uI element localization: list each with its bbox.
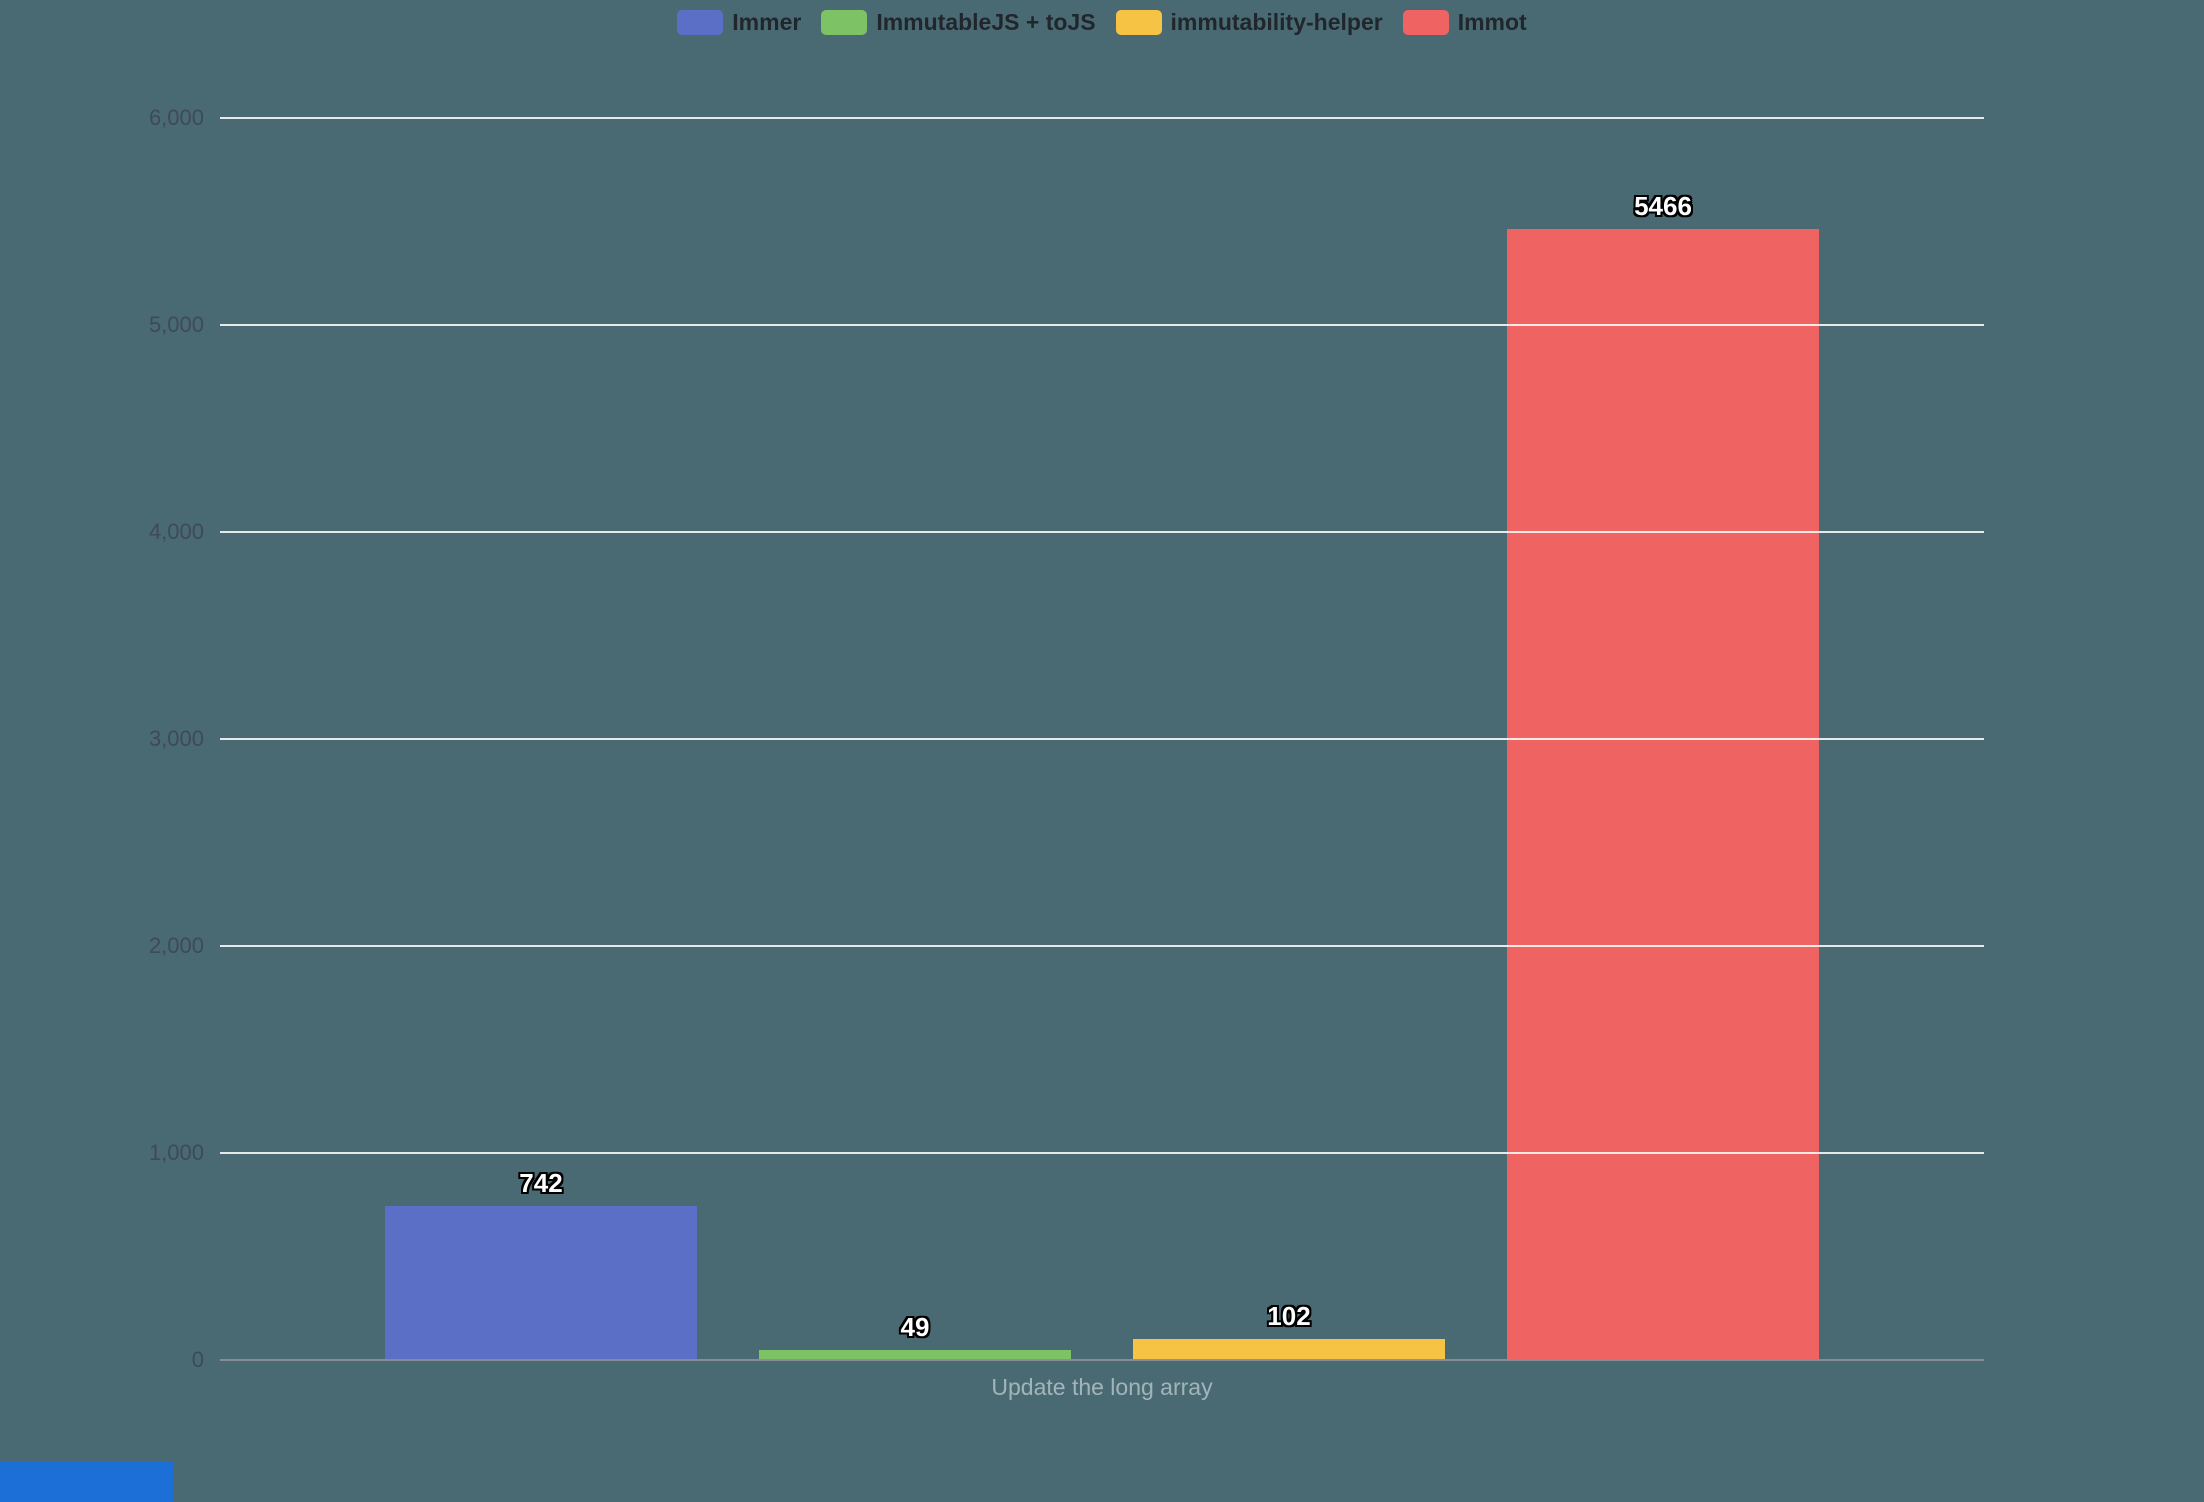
bar-immutability-helper: 102 (1133, 1301, 1445, 1360)
x-axis-title: Update the long array (991, 1374, 1213, 1400)
bar-value-label-immutablejs-tojs: 49 (900, 1311, 930, 1342)
x-axis-line (220, 1359, 1984, 1361)
legend-swatch-immutability-helper (1115, 10, 1162, 35)
bar-immot: 5466 (1507, 191, 1819, 1360)
bar-immutablejs-tojs: 49 (759, 1312, 1071, 1360)
bar-value-label-immutability-helper: 102 (1267, 1300, 1311, 1331)
legend-item-immutablejs-tojs[interactable]: ImmutableJS + toJS (821, 9, 1096, 35)
y-tick-label-2000: 2,000 (148, 933, 204, 959)
legend-item-immer[interactable]: Immer (677, 10, 801, 35)
legend-label-immot: Immot (1457, 9, 1527, 35)
y-tick-label-4000: 4,000 (148, 519, 204, 545)
legend-label-immer: Immer (732, 9, 802, 35)
legend-item-immutability-helper[interactable]: immutability-helper (1115, 9, 1383, 35)
legend: Immer ImmutableJS + toJS immutability-help… (0, 10, 2204, 35)
bottom-left-blue-fragment (0, 1462, 173, 1502)
plot-area: 742 49 102 5466 0 1,000 2,000 3,000 4,000 5,000 6… (149, 107, 1984, 1371)
gridline-6000 (220, 117, 1984, 119)
gridline-2000 (220, 945, 1984, 947)
bar-group: 742 49 102 5466 (220, 118, 1984, 1360)
bar-immer: 742 (385, 1168, 697, 1360)
bar-value-label-immot: 5466 (1634, 190, 1692, 221)
y-tick-label-6000: 6,000 (148, 105, 204, 130)
y-tick-label-1000: 1,000 (148, 1140, 204, 1166)
gridline-3000 (220, 738, 1984, 740)
gridline-1000 (220, 1152, 1984, 1154)
gridline-4000 (220, 531, 1984, 533)
y-tick-label-5000: 5,000 (148, 312, 204, 337)
legend-swatch-immot (1402, 10, 1449, 35)
y-tick-label-0: 0 (191, 1347, 204, 1372)
legend-swatch-immer (677, 10, 724, 35)
y-tick-label-3000: 3,000 (148, 726, 204, 751)
legend-item-immot[interactable]: Immot (1402, 9, 1527, 35)
legend-label-immutability-helper: immutability-helper (1170, 9, 1383, 35)
gridline-5000 (220, 324, 1984, 326)
legend-label-immutablejs-tojs: ImmutableJS + toJS (876, 9, 1096, 35)
legend-swatch-immutablejs-tojs (821, 10, 868, 35)
bar-value-label-immer: 742 (519, 1168, 563, 1199)
